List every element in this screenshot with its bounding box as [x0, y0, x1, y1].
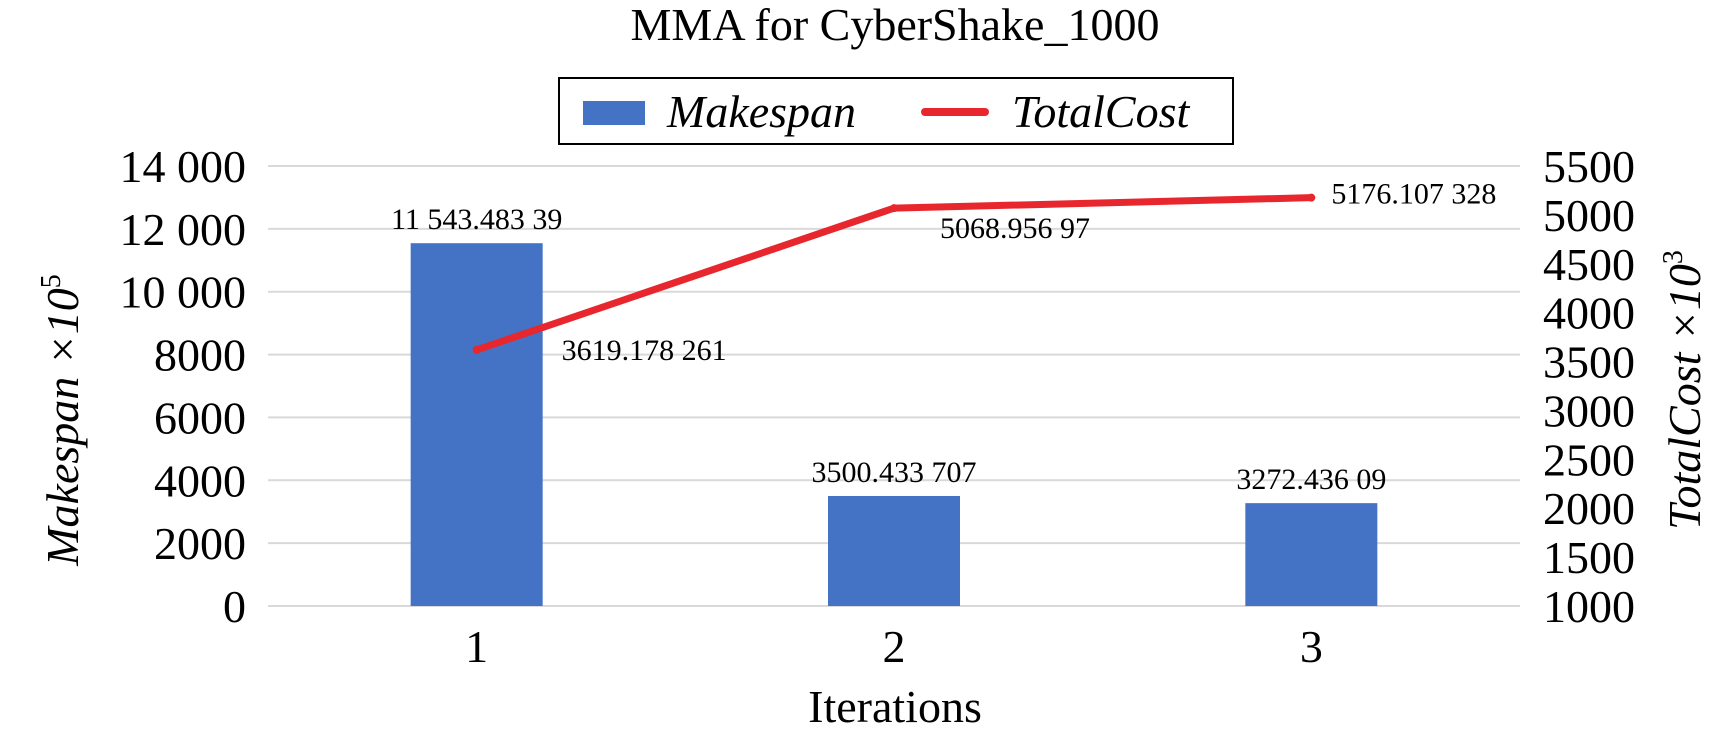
y-left-tick-label: 0 [223, 581, 246, 632]
legend-label-makespan: Makespan [666, 86, 856, 137]
y-right-tick-label: 4000 [1543, 288, 1635, 339]
x-tick-label: 3 [1300, 621, 1323, 672]
y-left-label-main: Makespan ×10 [37, 288, 88, 567]
y-right-tick-label: 4500 [1543, 239, 1635, 290]
line-point-totalcost [1307, 193, 1316, 202]
line-series [472, 193, 1316, 354]
y-left-tick-label: 12 000 [120, 204, 247, 255]
y-right-tick-label: 3500 [1543, 337, 1635, 388]
y-left-tick-label: 2000 [154, 518, 246, 569]
x-tick-label: 1 [465, 621, 488, 672]
line-data-label: 5068.956 97 [940, 212, 1090, 245]
y-right-label-exp: 3 [1658, 250, 1689, 264]
bar-makespan [410, 243, 543, 606]
line-point-totalcost [890, 204, 898, 213]
y-right-tick-label: 2500 [1543, 434, 1635, 485]
left-axis-ticks: 0 2000 4000 6000 8000 10 000 12 000 14 000 [120, 141, 247, 632]
bar-data-label: 3500.433 707 [812, 456, 977, 489]
y-right-tick-label: 5500 [1543, 141, 1635, 192]
line-data-label: 5176.107 328 [1331, 178, 1496, 211]
y-right-tick-label: 3000 [1543, 385, 1635, 436]
legend: Makespan TotalCost [558, 77, 1234, 145]
legend-swatch-makespan [583, 101, 645, 125]
y-left-tick-label: 10 000 [120, 267, 247, 318]
bar-data-label: 3272.436 09 [1236, 463, 1386, 496]
bar-makespan [1245, 503, 1378, 606]
chart-title: MMA for CyberShake_1000 [631, 0, 1160, 50]
y-left-tick-label: 14 000 [120, 141, 247, 192]
y-right-label-main: TotalCost ×10 [1659, 264, 1710, 530]
y-right-tick-label: 5000 [1543, 190, 1635, 241]
data-labels: 11 543.483 39 3500.433 707 3272.436 09 3619… [391, 178, 1496, 496]
y-right-tick-label: 1500 [1543, 532, 1635, 583]
legend-box [558, 77, 1234, 145]
bar-makespan [828, 495, 960, 606]
x-axis-label: Iterations [808, 681, 982, 732]
x-tick-label: 2 [883, 621, 906, 672]
line-data-label: 3619.178 261 [562, 334, 727, 367]
y-right-tick-label: 1000 [1543, 581, 1635, 632]
bar-series [410, 243, 1378, 606]
legend-label-totalcost: TotalCost [1012, 86, 1191, 137]
y-left-tick-label: 8000 [154, 330, 246, 381]
y-axis-right-label: TotalCost ×103 [1658, 250, 1710, 530]
y-left-label-exp: 5 [36, 274, 67, 288]
y-right-tick-label: 2000 [1543, 483, 1635, 534]
y-left-tick-label: 4000 [154, 455, 246, 506]
line-totalcost [473, 194, 1315, 354]
line-point-totalcost [472, 345, 481, 354]
x-axis-ticks: 1 2 3 [465, 621, 1323, 672]
y-axis-left-label: Makespan ×105 [36, 274, 88, 567]
y-left-tick-label: 6000 [154, 392, 246, 443]
bar-data-label: 11 543.483 39 [391, 203, 562, 236]
